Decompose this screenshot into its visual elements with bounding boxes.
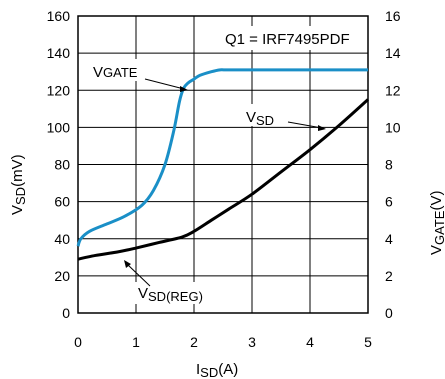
y-left-tick-label: 0 [62, 305, 70, 321]
annotation-vsdreg: VSD(REG) [138, 285, 203, 304]
y-right-tick-label: 16 [385, 8, 401, 24]
series-vgate-line [76, 68, 368, 247]
x-tick-label: 3 [248, 334, 256, 350]
y-right-tick-label: 4 [385, 231, 393, 247]
annotation-vgate-bg [90, 59, 152, 81]
annotation-vgate-arrowhead [180, 86, 188, 92]
y-right-axis-label: VGATE(V) [428, 191, 445, 255]
annotation-vsd-arrow [287, 121, 323, 129]
y-left-tick-label: 140 [47, 45, 71, 61]
x-tick-label: 2 [190, 334, 198, 350]
y-right-tick-labels: 0 2 4 6 8 10 12 14 16 [385, 8, 401, 321]
y-right-tick-label: 14 [385, 45, 401, 61]
y-right-tick-label: 0 [385, 305, 393, 321]
annotation-vsd-bg [240, 104, 292, 126]
y-left-axis-label: VSD(mV) [9, 154, 28, 215]
annotation-vsd: VSD [246, 109, 274, 128]
y-right-tick-label: 10 [385, 119, 401, 135]
y-left-tick-label: 60 [54, 194, 70, 210]
y-right-tick-label: 2 [385, 268, 393, 284]
y-left-tick-label: 100 [47, 119, 71, 135]
y-left-tick-label: 160 [47, 8, 71, 24]
y-left-tick-label: 40 [54, 231, 70, 247]
y-left-tick-label: 20 [54, 268, 70, 284]
annotation-vsdreg-arrowhead [124, 260, 131, 268]
y-right-tick-label: 8 [385, 157, 393, 173]
annotation-vsd-arrowhead [318, 125, 326, 131]
x-tick-label: 4 [306, 334, 314, 350]
y-left-tick-label: 120 [47, 82, 71, 98]
grid [78, 16, 368, 313]
annotation-vsdreg-bg [132, 282, 224, 304]
series-vsd-line [77, 98, 370, 261]
y-left-tick-labels: 0 20 40 60 80 100 120 140 160 [47, 8, 71, 321]
note-box [218, 26, 366, 50]
x-axis-label: ISD(A) [196, 361, 238, 379]
x-tick-label: 1 [132, 334, 140, 350]
y-right-tick-label: 12 [385, 82, 401, 98]
annotation-vsdreg-arrow [126, 263, 151, 287]
annotation-vgate-arrow [144, 78, 185, 90]
annotation-vgate: VGATE [93, 64, 138, 81]
y-right-tick-label: 6 [385, 194, 393, 210]
y-left-tick-label: 80 [54, 157, 70, 173]
x-tick-label: 0 [74, 334, 82, 350]
x-tick-label: 5 [364, 334, 372, 350]
x-tick-labels: 0 1 2 3 4 5 [74, 334, 372, 350]
plot-frame [77, 15, 369, 314]
note-label: Q1 = IRF7495PDF [225, 31, 350, 48]
